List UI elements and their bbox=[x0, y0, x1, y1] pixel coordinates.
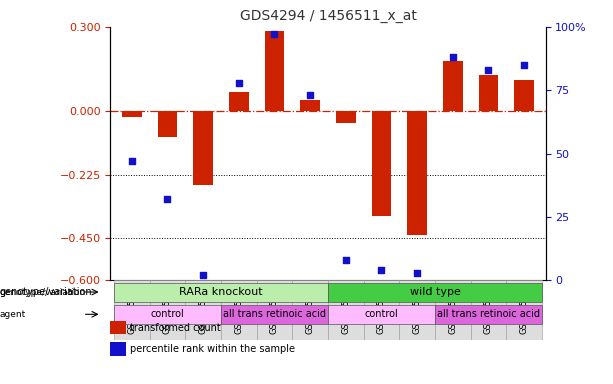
Bar bbox=[158, 111, 177, 137]
Text: agent: agent bbox=[0, 310, 26, 319]
Bar bbox=[328, 283, 542, 301]
Point bbox=[127, 158, 137, 164]
Point bbox=[412, 270, 422, 276]
Point bbox=[305, 92, 315, 98]
Text: GSM775293: GSM775293 bbox=[341, 283, 350, 334]
Bar bbox=[193, 111, 213, 185]
Text: GSM775296: GSM775296 bbox=[270, 283, 279, 334]
Point bbox=[376, 267, 386, 273]
Point bbox=[198, 272, 208, 278]
Bar bbox=[328, 305, 435, 324]
Text: all trans retinoic acid: all trans retinoic acid bbox=[437, 309, 540, 319]
Point bbox=[484, 67, 493, 73]
Bar bbox=[443, 61, 463, 111]
Text: GSM775299: GSM775299 bbox=[199, 283, 208, 334]
Text: GSM775292: GSM775292 bbox=[234, 283, 243, 334]
Bar bbox=[185, 280, 221, 340]
Point bbox=[341, 257, 351, 263]
Point bbox=[448, 54, 458, 60]
Bar bbox=[479, 75, 498, 111]
Bar bbox=[257, 280, 292, 340]
Text: GSM775295: GSM775295 bbox=[163, 283, 172, 334]
Text: GSM775301: GSM775301 bbox=[413, 283, 422, 334]
Bar bbox=[364, 280, 399, 340]
Bar bbox=[435, 280, 471, 340]
Bar bbox=[114, 280, 150, 340]
Bar bbox=[150, 280, 185, 340]
Bar bbox=[371, 111, 391, 215]
Bar bbox=[471, 280, 506, 340]
Text: genotype/variation: genotype/variation bbox=[0, 287, 93, 297]
Bar bbox=[435, 305, 542, 324]
Bar bbox=[265, 31, 284, 111]
Text: GSM775302: GSM775302 bbox=[520, 283, 528, 334]
Bar bbox=[122, 111, 142, 117]
Point bbox=[270, 31, 280, 38]
Text: wild type: wild type bbox=[409, 286, 460, 296]
Bar bbox=[328, 280, 364, 340]
Bar bbox=[514, 80, 534, 111]
Text: control: control bbox=[151, 309, 185, 319]
Text: GSM775300: GSM775300 bbox=[306, 283, 314, 334]
Bar bbox=[300, 100, 320, 111]
Bar bbox=[114, 283, 328, 301]
Text: transformed count: transformed count bbox=[130, 323, 221, 333]
Point bbox=[162, 196, 172, 202]
Text: control: control bbox=[365, 309, 398, 319]
Bar bbox=[229, 92, 249, 111]
Text: GSM775294: GSM775294 bbox=[448, 283, 457, 334]
Bar bbox=[399, 280, 435, 340]
Bar bbox=[114, 305, 221, 324]
Text: GSM775291: GSM775291 bbox=[128, 283, 136, 334]
Bar bbox=[221, 280, 257, 340]
Text: GSM775298: GSM775298 bbox=[484, 283, 493, 334]
Point bbox=[234, 79, 244, 86]
Text: RARa knockout: RARa knockout bbox=[179, 286, 263, 296]
Bar bbox=[221, 305, 328, 324]
Text: all trans retinoic acid: all trans retinoic acid bbox=[223, 309, 326, 319]
Title: GDS4294 / 1456511_x_at: GDS4294 / 1456511_x_at bbox=[240, 9, 416, 23]
Text: genotype/variation: genotype/variation bbox=[0, 288, 86, 296]
Text: GSM775297: GSM775297 bbox=[377, 283, 386, 334]
Bar bbox=[292, 280, 328, 340]
Bar bbox=[407, 111, 427, 235]
Bar bbox=[336, 111, 356, 122]
Bar bbox=[506, 280, 542, 340]
Point bbox=[519, 62, 529, 68]
Text: percentile rank within the sample: percentile rank within the sample bbox=[130, 344, 295, 354]
